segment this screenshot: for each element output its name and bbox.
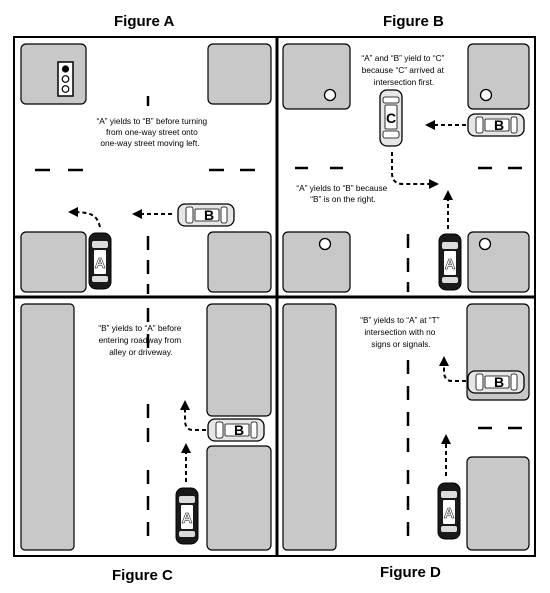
figure-a-car-a: A <box>88 232 112 290</box>
figure-d-lane-dashes <box>406 360 522 536</box>
svg-text:A: A <box>445 256 456 273</box>
figure-b-corner-topright <box>467 43 530 110</box>
figure-b-corner-topleft <box>282 43 351 110</box>
figure-b-car-b: B <box>467 113 525 137</box>
figure-b-title: Figure B <box>383 13 444 30</box>
figure-a-corner-topright <box>207 43 272 105</box>
figure-c-panel: B A “B” yields to “A” before entering ro… <box>20 303 272 551</box>
figure-b-car-c: C <box>379 89 403 147</box>
figure-c-car-a: A <box>175 487 199 545</box>
figure-c-car-b: B <box>207 418 265 442</box>
figure-a-lane-dashes <box>35 96 255 294</box>
figure-a-corner-bottomright <box>207 231 272 293</box>
figure-c-corner-topright <box>206 303 272 417</box>
figure-b-caption-mid: “A” yields to “B” because “B” is on the … <box>296 183 389 204</box>
figure-b-lane-dashes <box>295 166 522 292</box>
figure-a-caption: “A” yields to “B” before turning from on… <box>97 116 210 148</box>
figure-a-title: Figure A <box>114 13 175 30</box>
figure-c-title: Figure C <box>112 567 173 584</box>
figure-b-arrow-c <box>391 152 439 189</box>
svg-text:B: B <box>494 374 504 390</box>
figure-a-panel: A B “A” yields to “B” before turning fro… <box>20 43 272 294</box>
svg-text:B: B <box>234 422 244 438</box>
figure-b-car-a: A <box>438 233 462 291</box>
figure-b-caption-top: “A” and “B” yield to “C” because “C” arr… <box>361 53 446 87</box>
svg-text:A: A <box>444 505 455 522</box>
figure-d-sidewalk-left <box>282 303 337 551</box>
svg-text:B: B <box>204 207 214 223</box>
svg-text:C: C <box>386 110 396 126</box>
figure-d-panel: B A “B” yields to “A” at “T” intersectio… <box>282 303 530 551</box>
figure-c-caption: “B” yields to “A” before entering roadwa… <box>98 323 183 357</box>
figure-b-panel: C B A “A” and “B” yield to “C” because “… <box>282 43 530 293</box>
svg-text:B: B <box>494 117 504 133</box>
figure-a-corner-topleft <box>20 43 87 105</box>
figure-a-arrow-a-turn-left <box>68 207 101 228</box>
figure-b-stop-sign-markers <box>318 88 493 251</box>
figure-b-corner-bottomleft <box>282 231 351 293</box>
figure-a-corner-bottomleft <box>20 231 87 293</box>
figure-d-corner-bottomright <box>466 456 530 551</box>
figure-d-title: Figure D <box>380 564 441 581</box>
svg-text:A: A <box>182 510 193 527</box>
figure-d-caption: “B” yields to “A” at “T” intersection wi… <box>360 315 442 349</box>
figure-d-arrow-b-turn <box>439 356 466 382</box>
traffic-light-icon <box>57 61 74 97</box>
figure-d-car-a: A <box>437 482 461 540</box>
figure-d-car-b: B <box>467 370 525 394</box>
svg-text:A: A <box>95 255 106 272</box>
figure-a-car-b: B <box>177 203 235 227</box>
figure-c-sidewalk-left <box>20 303 75 551</box>
figure-c-corner-bottomright <box>206 445 272 551</box>
figure-b-corner-bottomright <box>467 231 530 293</box>
